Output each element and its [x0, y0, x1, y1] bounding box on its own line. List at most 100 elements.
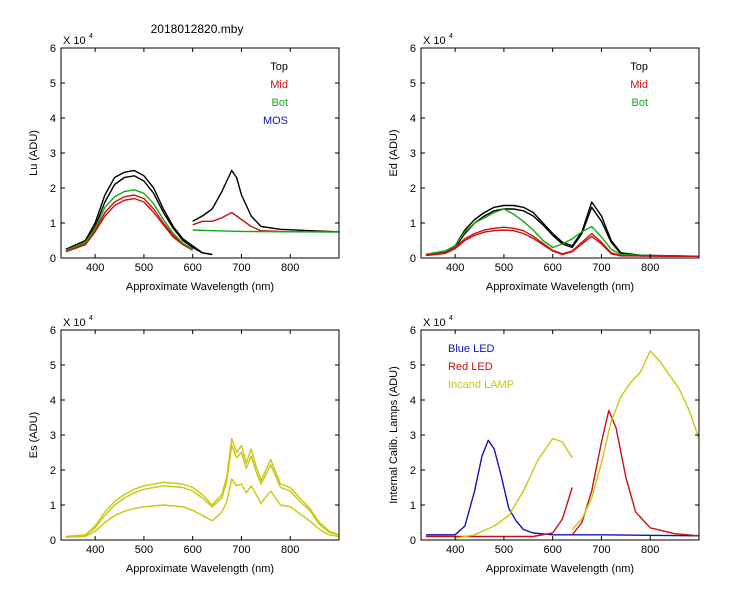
legend-item-blue-led: Blue LED	[448, 343, 495, 355]
x-tick-label: 800	[641, 262, 659, 274]
x-axis-label: Approximate Wavelength (nm)	[486, 563, 634, 575]
y-tick-label: 1	[410, 500, 416, 512]
y-tick-label: 1	[50, 500, 56, 512]
x-tick-label: 400	[446, 544, 464, 556]
exponent-power: 4	[89, 315, 93, 322]
series-line-incand-lamp	[454, 437, 573, 539]
legend-item-bot: Bot	[631, 97, 648, 109]
y-tick-label: 4	[50, 113, 56, 125]
figure-title: 2018012820.mby	[151, 22, 244, 36]
plot-frame	[60, 47, 340, 259]
series-line-mid	[65, 197, 194, 253]
y-tick-label: 6	[410, 43, 416, 55]
x-tick-label: 700	[592, 544, 610, 556]
legend-item-red-led: Red LED	[448, 361, 493, 373]
y-tick-label: 6	[50, 43, 56, 55]
y-tick-label: 4	[410, 113, 416, 125]
exponent-power: 4	[449, 315, 453, 322]
y-tick-label: 3	[50, 430, 56, 442]
legend-item-mos: MOS	[263, 115, 288, 127]
y-tick-label: 0	[410, 535, 416, 547]
series-line-mid	[425, 226, 699, 257]
x-tick-label: 600	[544, 544, 562, 556]
y-tick-label: 4	[410, 395, 416, 407]
legend-item-top: Top	[630, 61, 648, 73]
series-line-top	[425, 206, 699, 257]
x-tick-label: 500	[135, 544, 153, 556]
exponent-base: X 10	[63, 35, 86, 47]
series-line-mid	[425, 229, 699, 257]
series-line-top	[192, 169, 339, 233]
y-tick-label: 5	[50, 78, 56, 90]
exponent-base: X 10	[423, 35, 446, 47]
legend-item-bot: Bot	[271, 97, 288, 109]
x-tick-label: 800	[281, 544, 299, 556]
y-tick-label: 5	[410, 360, 416, 372]
exponent-power: 4	[89, 33, 93, 40]
x-tick-label: 500	[135, 262, 153, 274]
plot-frame	[420, 47, 700, 259]
series-line-top	[425, 201, 699, 257]
series-line-top	[65, 169, 213, 256]
y-tick-label: 5	[50, 360, 56, 372]
series-line-es	[65, 478, 339, 538]
y-tick-label: 6	[50, 325, 56, 337]
x-tick-label: 400	[86, 262, 104, 274]
series-line-mid	[65, 194, 194, 252]
y-tick-label: 0	[50, 535, 56, 547]
plot-frame	[60, 329, 340, 541]
x-axis-label: Approximate Wavelength (nm)	[126, 281, 274, 293]
y-tick-label: 0	[410, 253, 416, 265]
series-line-blue-led	[425, 439, 699, 537]
legend-item-top: Top	[270, 61, 288, 73]
y-axis-label: Internal Calib. Lamps (ADU)	[388, 366, 400, 504]
y-axis-label: Lu (ADU)	[28, 130, 40, 176]
x-axis-label: Approximate Wavelength (nm)	[126, 563, 274, 575]
series-line-es	[65, 444, 339, 538]
exponent-base: X 10	[63, 317, 86, 329]
series-line-red-led	[571, 409, 699, 537]
exponent-power: 4	[449, 33, 453, 40]
y-tick-label: 0	[50, 253, 56, 265]
y-tick-label: 3	[410, 148, 416, 160]
series-group	[425, 201, 699, 257]
y-tick-label: 2	[50, 183, 56, 195]
x-tick-label: 600	[184, 262, 202, 274]
y-tick-label: 3	[50, 148, 56, 160]
x-tick-label: 800	[281, 262, 299, 274]
y-tick-label: 6	[410, 325, 416, 337]
series-line-es	[65, 437, 339, 538]
x-tick-label: 400	[86, 544, 104, 556]
series-line-bot	[192, 229, 339, 233]
y-tick-label: 3	[410, 430, 416, 442]
series-group	[425, 350, 699, 539]
legend-item-mid: Mid	[630, 79, 648, 91]
x-tick-label: 700	[232, 544, 250, 556]
x-axis-label: Approximate Wavelength (nm)	[486, 281, 634, 293]
y-axis-label: Es (ADU)	[28, 412, 40, 458]
series-line-incand-lamp	[571, 350, 699, 530]
exponent-base: X 10	[423, 317, 446, 329]
x-tick-label: 700	[592, 262, 610, 274]
legend-item-mid: Mid	[270, 79, 288, 91]
series-line-bot	[65, 189, 194, 251]
y-tick-label: 2	[410, 465, 416, 477]
series-line-red-led	[425, 487, 573, 538]
y-tick-label: 1	[410, 218, 416, 230]
y-tick-label: 2	[410, 183, 416, 195]
legend-item-incand-lamp: Incand LAMP	[448, 379, 514, 391]
x-tick-label: 500	[495, 262, 513, 274]
series-group	[65, 437, 339, 538]
x-tick-label: 700	[232, 262, 250, 274]
x-tick-label: 500	[495, 544, 513, 556]
x-tick-label: 400	[446, 262, 464, 274]
y-tick-label: 4	[50, 395, 56, 407]
x-tick-label: 600	[184, 544, 202, 556]
y-tick-label: 2	[50, 465, 56, 477]
series-group	[65, 169, 339, 256]
